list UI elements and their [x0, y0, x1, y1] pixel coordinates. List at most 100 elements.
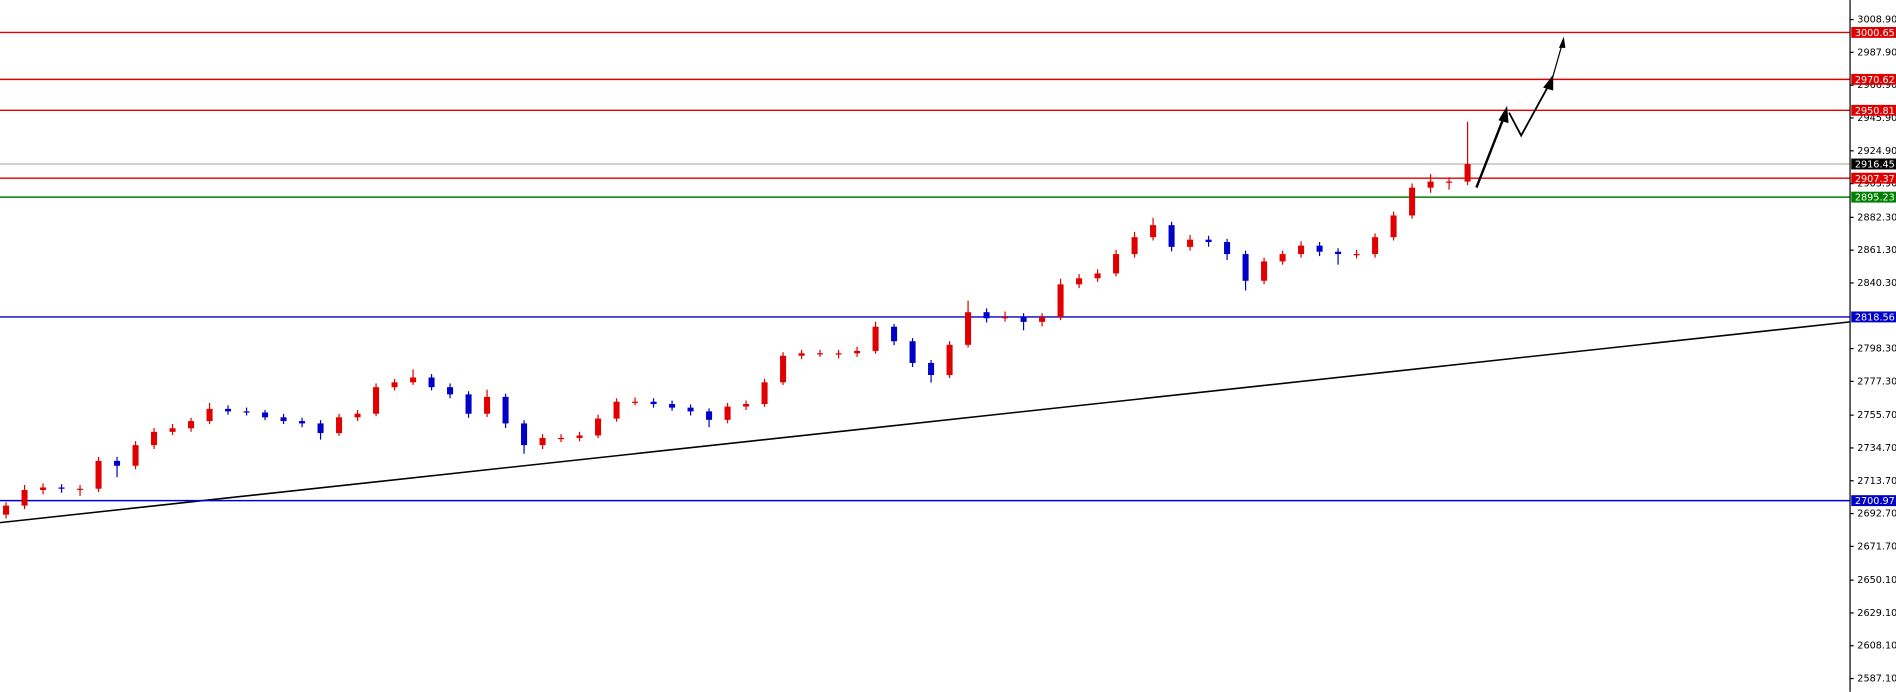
candle-body [447, 387, 454, 395]
candle-body [558, 437, 565, 440]
candle-body [299, 421, 306, 424]
y-tick-label: 2861.30 [1857, 245, 1896, 256]
projection-arrows [1475, 36, 1566, 189]
candle-body [1168, 225, 1175, 247]
candle-body [817, 353, 824, 355]
y-tick-label: 2629.10 [1857, 608, 1896, 619]
candle-body [502, 396, 509, 424]
candle-body [965, 312, 972, 345]
arrowhead [1498, 105, 1509, 124]
candle-body [669, 404, 676, 408]
candle-body [1094, 273, 1101, 279]
candle-body [3, 505, 10, 515]
level-label: 2970.62 [1855, 75, 1895, 86]
candle-body [539, 437, 546, 446]
y-tick-label: 2671.70 [1857, 541, 1896, 552]
y-tick-label: 2692.70 [1857, 509, 1896, 520]
level-label-box [1851, 191, 1896, 203]
candle-body [687, 407, 694, 412]
candle-body [780, 355, 787, 383]
candle-body [1150, 225, 1157, 238]
y-tick-label: 2608.10 [1857, 641, 1896, 652]
level-label-box [1851, 495, 1896, 507]
candle-body [1372, 237, 1379, 255]
candle-body [1409, 187, 1416, 216]
candle-body [521, 423, 528, 446]
candle-body [225, 408, 232, 412]
level-label: 2895.23 [1855, 193, 1895, 204]
candle-body [373, 387, 380, 414]
price-axis: 3008.90 2987.90 2966.90 2945.90 2924.90 2903.… [1850, 15, 1896, 685]
candle-body [798, 353, 805, 356]
y-tick-label: 2924.90 [1857, 146, 1896, 157]
level-label: 2950.81 [1855, 106, 1895, 117]
y-tick-label: 2777.30 [1857, 376, 1896, 387]
candle-body [1464, 163, 1471, 182]
arrow [1552, 43, 1563, 78]
y-tick-label: 2840.30 [1857, 278, 1896, 289]
y-tick-label: 2734.70 [1857, 443, 1896, 454]
candle-body [317, 423, 324, 434]
candle-body [1427, 181, 1434, 188]
y-tick-label: 2945.90 [1857, 113, 1896, 124]
candle-body [280, 417, 287, 422]
candle-body [262, 412, 269, 418]
candle-body [909, 341, 916, 363]
candle-body [336, 417, 343, 434]
candle-body [743, 404, 750, 407]
candle-body [1076, 278, 1083, 285]
level-label: 3000.65 [1855, 28, 1895, 39]
candle-body [206, 408, 213, 422]
candle-body [835, 353, 842, 355]
candle-body [1316, 245, 1323, 252]
candle-body [410, 377, 417, 383]
arrowhead [1558, 36, 1566, 48]
y-tick-label: 2987.90 [1857, 47, 1896, 58]
candle-body [21, 489, 28, 506]
arrowhead [1543, 74, 1554, 91]
candle-body [391, 382, 398, 388]
candle-body [1039, 317, 1046, 322]
y-tick-label: 2882.30 [1857, 212, 1896, 223]
y-tick-label: 2713.70 [1857, 476, 1896, 487]
candle-body [854, 350, 861, 354]
candle-body [484, 396, 491, 414]
level-label-box [1851, 311, 1896, 323]
candle-body [132, 445, 139, 466]
candle-body [428, 377, 435, 388]
candle-body [761, 382, 768, 405]
candle-body [928, 362, 935, 375]
candle-body [1057, 284, 1064, 318]
candle-body [983, 312, 990, 319]
candle-body [1020, 317, 1027, 322]
candle-body [632, 401, 639, 403]
candle-body [1279, 254, 1286, 262]
candle-body [1224, 242, 1231, 255]
candle-body [40, 487, 47, 490]
level-label-box [1851, 158, 1896, 170]
candle-body [595, 418, 602, 436]
candle-body [1335, 251, 1342, 255]
candle-body [354, 413, 361, 418]
candle-body [1187, 239, 1194, 247]
candle-body [77, 488, 84, 490]
candle-body [706, 411, 713, 420]
candle-body [946, 344, 953, 375]
arrow [1508, 84, 1550, 138]
candle-body [650, 401, 657, 405]
candle-body [188, 421, 195, 429]
candle-body [1390, 215, 1397, 238]
candle-body [1353, 254, 1360, 256]
candle-body [169, 428, 176, 432]
candle-body [1298, 245, 1305, 255]
candle-body [891, 326, 898, 342]
level-label: 2916.45 [1855, 160, 1895, 171]
y-tick-label: 2755.70 [1857, 410, 1896, 421]
y-tick-label: 2903.90 [1857, 179, 1896, 190]
level-label: 2818.56 [1855, 313, 1895, 324]
candle-body [1131, 237, 1138, 255]
candle-body [1242, 254, 1249, 281]
trendline [0, 321, 1851, 524]
